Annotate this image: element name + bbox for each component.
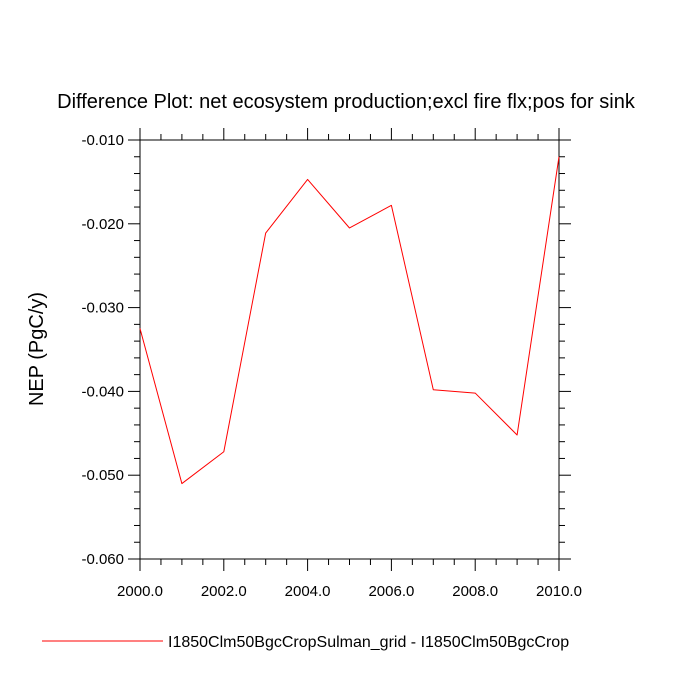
y-axis-tick-labels: -0.010 -0.020 -0.030 -0.040 -0.050 -0.060 [81, 132, 124, 568]
x-tick-label: 2008.0 [452, 583, 498, 600]
y-axis-label: NEP (PgC/y) [26, 292, 48, 406]
plot-frame [139, 139, 560, 560]
y-tick-label: -0.020 [81, 216, 124, 233]
legend: I1850Clm50BgcCropSulman_grid - I1850Clm5… [42, 634, 569, 651]
y-tick-label: -0.050 [81, 467, 124, 484]
y-tick-label: -0.060 [81, 551, 124, 568]
series-line [139, 156, 560, 485]
x-tick-label: 2004.0 [285, 583, 331, 600]
x-tick-label: 2002.0 [201, 583, 247, 600]
y-tick-label: -0.010 [81, 132, 124, 149]
x-axis-ticks [139, 128, 560, 571]
series-group [139, 156, 560, 485]
x-tick-label: 2010.0 [536, 583, 582, 600]
y-axis-ticks [128, 139, 571, 560]
y-tick-label: -0.040 [81, 383, 124, 400]
x-tick-label: 2000.0 [117, 583, 163, 600]
legend-label: I1850Clm50BgcCropSulman_grid - I1850Clm5… [168, 634, 569, 651]
x-axis-tick-labels: 2000.0 2002.0 2004.0 2006.0 2008.0 2010.0 [117, 583, 582, 600]
y-tick-label: -0.030 [81, 300, 124, 317]
chart-title: Difference Plot: net ecosystem productio… [57, 91, 636, 113]
x-tick-label: 2006.0 [368, 583, 414, 600]
